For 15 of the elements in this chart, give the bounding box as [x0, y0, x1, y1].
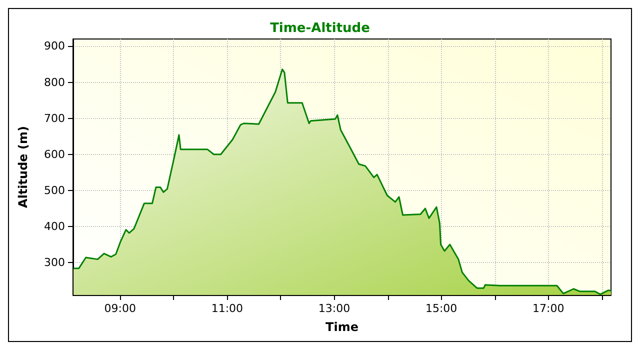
y-tick-label: 300 — [44, 256, 65, 270]
y-tick-label: 800 — [44, 76, 65, 89]
y-tick-label: 600 — [44, 148, 65, 161]
x-tick-label: 15:00 — [425, 302, 458, 315]
x-tick-label: 13:00 — [318, 302, 350, 315]
x-tick-label: 09:00 — [104, 302, 136, 315]
y-tick-label: 400 — [44, 220, 65, 233]
y-tick-label: 500 — [44, 184, 65, 197]
x-axis-title: Time — [326, 320, 358, 334]
x-tick-label: 17:00 — [532, 302, 564, 315]
x-tick-label: 11:00 — [211, 302, 244, 315]
y-tick-label: 700 — [44, 112, 65, 125]
chart-title: Time-Altitude — [270, 21, 370, 36]
y-axis-title: Altitude (m) — [16, 126, 30, 208]
y-tick-label: 900 — [44, 40, 65, 53]
